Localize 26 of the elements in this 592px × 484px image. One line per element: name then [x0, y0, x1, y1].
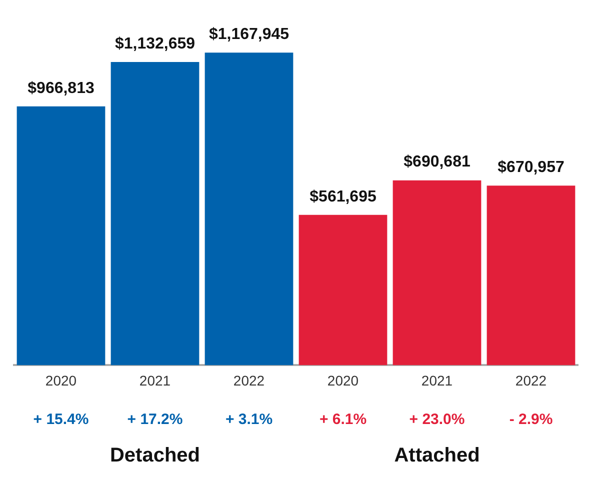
x-tick-label: 2020: [327, 372, 359, 388]
data-label: $690,681: [404, 154, 470, 171]
text: + 23.0%: [409, 411, 465, 428]
x-tick-label: 2022: [515, 372, 547, 388]
bar: [486, 186, 576, 366]
data-label: $1,132,659: [114, 35, 196, 52]
text: + 15.4%: [33, 411, 89, 428]
text: + 3.1%: [225, 411, 273, 428]
text: + 17.2%: [127, 411, 183, 428]
x-tick-label: 2021: [421, 372, 453, 388]
x-tick-label: 2022: [233, 372, 265, 388]
bar: [298, 214, 388, 366]
x-tick-label: 2021: [139, 372, 171, 388]
text: - 2.9%: [509, 411, 553, 428]
text: + 6.1%: [319, 411, 367, 428]
x-tick-label: 2020: [45, 372, 77, 388]
data-label: $1,167,945: [208, 26, 290, 43]
text: Detached: [110, 444, 200, 467]
data-label: $670,957: [498, 159, 564, 176]
data-label: $561,695: [310, 188, 376, 206]
text: Attached: [394, 444, 480, 467]
bar: [110, 62, 200, 366]
data-label: $966,813: [28, 80, 94, 97]
bar: [16, 106, 106, 366]
bar: [204, 52, 294, 366]
bar: [392, 180, 482, 366]
